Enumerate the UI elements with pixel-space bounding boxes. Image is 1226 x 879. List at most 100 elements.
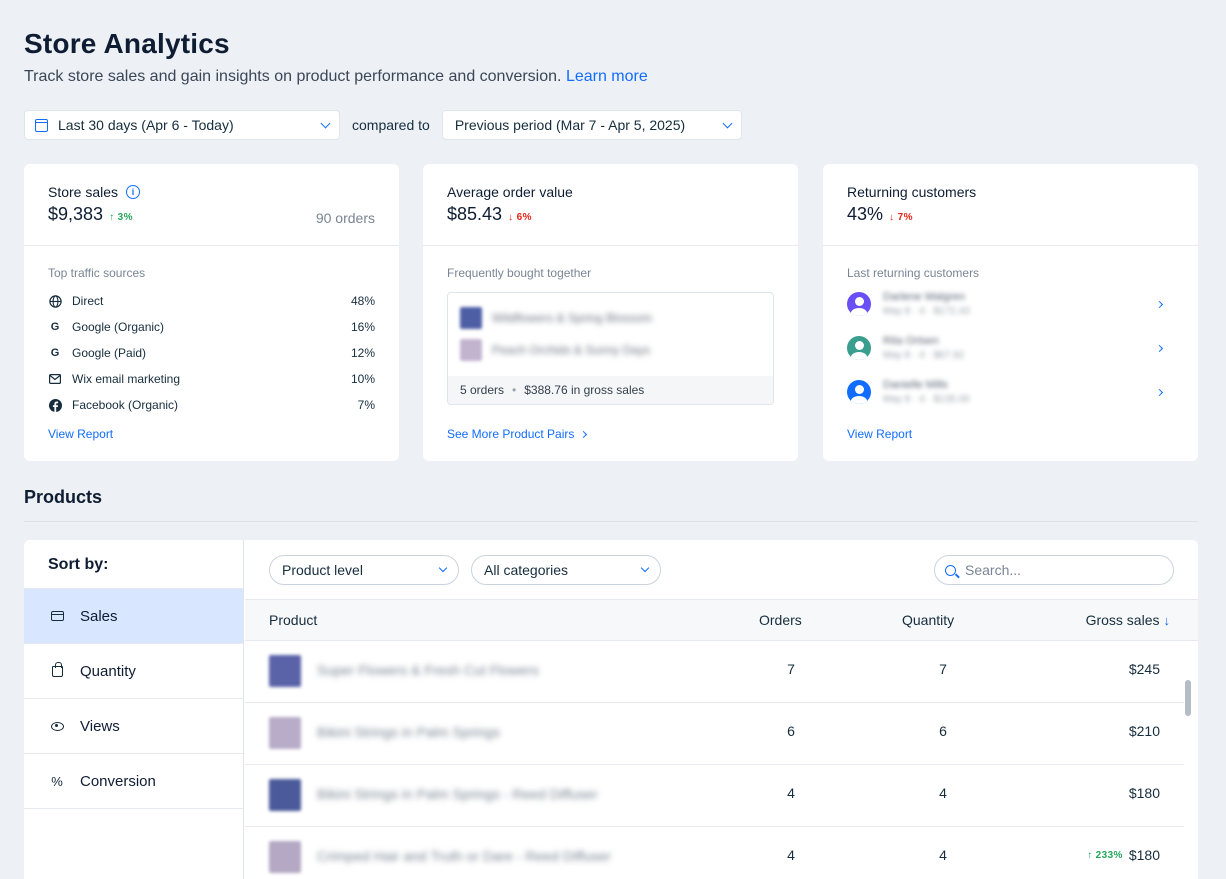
source-percent: 7% — [357, 398, 375, 412]
search-icon — [945, 564, 956, 576]
compare-range-value: Previous period (Mar 7 - Apr 5, 2025) — [454, 117, 686, 133]
store-sales-value: $9,383 — [48, 204, 104, 224]
quantity-cell: 4 — [939, 785, 947, 801]
avg-order-delta: ↓ 6% — [508, 212, 532, 223]
table-scrollbar[interactable] — [1184, 642, 1192, 879]
table-row[interactable]: Crimped Hair and Truth or Dare - Reed Di… — [245, 827, 1184, 879]
sort-sidebar: Sort by: Sales Quantity Views % Conversi… — [24, 540, 244, 879]
last-returning-label: Last returning customers — [847, 266, 980, 280]
column-quantity[interactable]: Quantity — [902, 612, 955, 628]
product-thumbnail — [269, 841, 301, 873]
scrollbar-thumb[interactable] — [1185, 680, 1191, 716]
chevron-right-icon — [580, 430, 588, 439]
gross-value: $245 — [1128, 661, 1160, 677]
date-range-value: Last 30 days (Apr 6 - Today) — [58, 117, 234, 133]
store-sales-delta: ↑ 3% — [109, 212, 133, 223]
orders-cell: 7 — [787, 661, 795, 677]
product-name: Bikini Strings in Palm Springs — [317, 724, 500, 740]
sort-option-quantity[interactable]: Quantity — [24, 643, 243, 698]
table-row[interactable]: Bikini Strings in Palm Springs 6 6 $210 — [245, 703, 1184, 765]
pair-product: Peach Orchids & Sunny Days — [448, 335, 773, 365]
returning-customers-card: Returning customers 43% ↓ 7% Last return… — [823, 164, 1198, 461]
pair-product-name: Wildflowers & Spring Blossom — [492, 311, 653, 325]
sort-by-label: Sort by: — [48, 556, 109, 573]
store-sales-card: Store sales i $9,383 ↑ 3% 90 orders Top … — [24, 164, 399, 461]
table-header: Product Orders Quantity Gross sales ↓ — [245, 600, 1198, 641]
see-more-pairs-label: See More Product Pairs — [447, 427, 575, 441]
returning-label: Returning customers — [847, 184, 977, 200]
subtitle-text: Track store sales and gain insights on p… — [24, 68, 562, 85]
column-orders[interactable]: Orders — [759, 612, 802, 628]
customer-info: Rita Ortsen May 8 · 4 · $67.92 — [883, 335, 964, 361]
orders-cell: 6 — [787, 723, 795, 739]
chevron-down-icon — [320, 118, 331, 128]
info-icon[interactable]: i — [126, 185, 141, 199]
page-subtitle: Track store sales and gain insights on p… — [24, 68, 648, 86]
customer-info: Danielle Mills May 8 · 4 · $135.00 — [883, 379, 970, 405]
sort-option-label: Conversion — [80, 772, 156, 790]
column-gross-sales[interactable]: Gross sales ↓ — [1086, 612, 1170, 628]
chevron-right-icon — [1155, 344, 1164, 352]
source-name: Google (Organic) — [72, 320, 165, 334]
pair-sales: $388.76 in gross sales — [524, 383, 645, 397]
shopping-bag-icon — [50, 661, 64, 678]
avatar — [847, 380, 871, 404]
product-level-value: Product level — [282, 561, 363, 578]
divider — [24, 521, 1198, 522]
customer-row[interactable]: Darlene Walgren May 8 · 4 · $172.43 — [847, 282, 1174, 326]
source-percent: 48% — [350, 294, 375, 308]
facebook-icon — [48, 398, 62, 412]
eye-icon — [50, 719, 64, 733]
see-more-pairs-link[interactable]: See More Product Pairs — [447, 427, 588, 441]
source-name: Google (Paid) — [72, 346, 147, 360]
customer-details: May 8 · 4 · $67.92 — [883, 350, 965, 361]
product-thumbnail — [460, 307, 482, 329]
customer-name: Danielle Mills — [883, 379, 948, 391]
gross-cell: $210 — [1129, 723, 1160, 739]
pair-summary: 5 orders • $388.76 in gross sales — [448, 376, 773, 404]
table-row[interactable]: Bikini Strings in Palm Springs - Reed Di… — [245, 765, 1184, 827]
table-row[interactable]: Super Flowers & Fresh Cut Flowers 7 7 $2… — [245, 641, 1184, 703]
quantity-cell: 7 — [939, 661, 947, 677]
gross-cell: $245 — [1129, 661, 1160, 677]
customer-row[interactable]: Rita Ortsen May 8 · 4 · $67.92 — [847, 326, 1174, 370]
pair-product-name: Peach Orchids & Sunny Days — [492, 343, 651, 357]
category-dropdown[interactable]: All categories — [471, 554, 661, 585]
google-icon: G — [50, 347, 60, 359]
traffic-sources-label: Top traffic sources — [48, 266, 146, 280]
search-input[interactable] — [965, 562, 1155, 578]
date-range-dropdown[interactable]: Last 30 days (Apr 6 - Today) — [24, 110, 340, 140]
quantity-cell: 4 — [939, 847, 947, 863]
traffic-source-row: G Google (Paid) 12% — [48, 340, 375, 366]
gross-cell: ↑ 233% $180 — [1087, 847, 1160, 863]
sort-option-sales[interactable]: Sales — [24, 588, 243, 643]
view-report-link[interactable]: View Report — [48, 427, 114, 441]
sort-option-label: Views — [80, 717, 120, 735]
customer-name: Rita Ortsen — [883, 335, 939, 347]
column-product[interactable]: Product — [269, 612, 318, 628]
gross-value: $180 — [1128, 847, 1160, 863]
divider — [24, 808, 243, 809]
customer-row[interactable]: Danielle Mills May 8 · 4 · $135.00 — [847, 370, 1174, 414]
page-header: Store Analytics Track store sales and ga… — [24, 28, 648, 86]
compare-range-dropdown[interactable]: Previous period (Mar 7 - Apr 5, 2025) — [441, 110, 742, 140]
store-sales-label-row: Store sales i — [48, 184, 375, 200]
product-level-dropdown[interactable]: Product level — [269, 554, 459, 585]
quantity-cell: 6 — [939, 723, 947, 739]
sort-option-conversion[interactable]: % Conversion — [24, 753, 243, 808]
mail-icon — [48, 372, 62, 386]
sort-option-views[interactable]: Views — [24, 698, 243, 753]
chevron-down-icon — [722, 118, 733, 128]
traffic-source-row: Direct 48% — [48, 288, 375, 314]
store-sales-label: Store sales — [48, 184, 119, 200]
card-header: Average order value $85.43 ↓ 6% — [423, 164, 798, 246]
learn-more-link[interactable]: Learn more — [565, 68, 648, 85]
product-name: Crimped Hair and Truth or Dare - Reed Di… — [317, 848, 611, 864]
products-panel: Sort by: Sales Quantity Views % Conversi… — [24, 540, 1198, 879]
product-pair-box[interactable]: Wildflowers & Spring Blossom Peach Orchi… — [447, 292, 774, 405]
avg-order-value-row: $85.43 ↓ 6% — [447, 204, 774, 225]
view-report-link[interactable]: View Report — [847, 427, 913, 441]
chevron-right-icon — [1155, 388, 1164, 396]
product-name: Super Flowers & Fresh Cut Flowers — [317, 662, 539, 678]
product-thumbnail — [269, 717, 301, 749]
